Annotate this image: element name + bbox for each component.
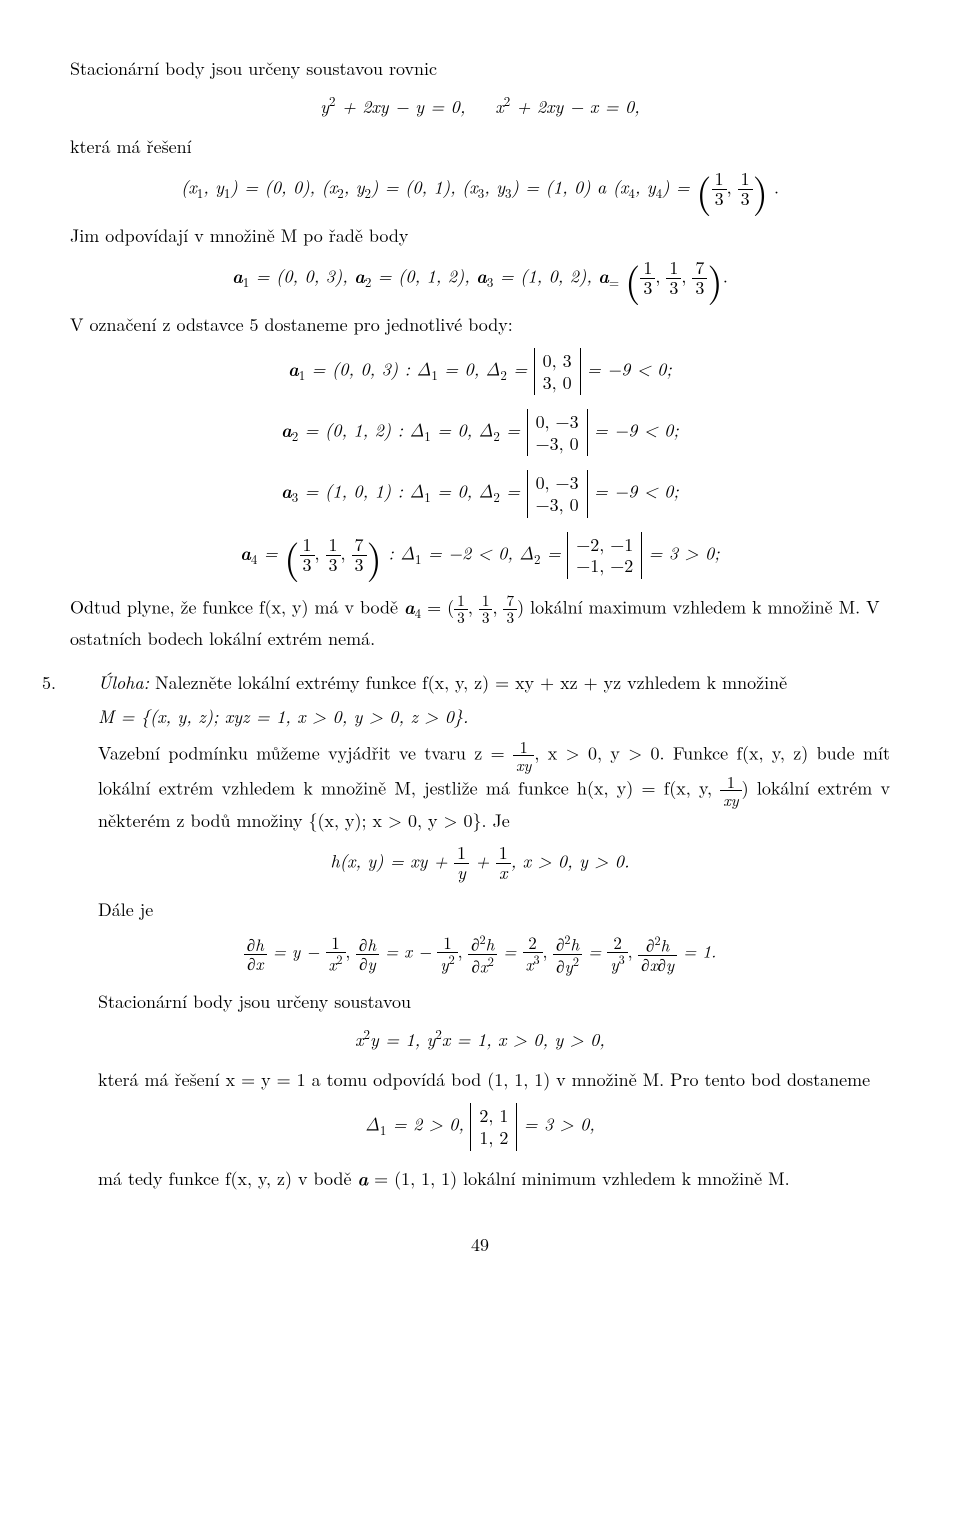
solutions-line: (x1, y1) = (0, 0), (x2, y2) = (0, 1), (x… bbox=[70, 170, 890, 209]
page-number: 49 bbox=[70, 1232, 890, 1258]
system-eq: y2 + 2xy − y = 0,x2 + 2xy − x = 0, bbox=[70, 92, 890, 120]
problem-5: 5.Úloha: Nalezněte lokální extrémy funkc… bbox=[98, 670, 890, 696]
problem-5-text: Vazební podmínku můžeme vyjádřit ve tvar… bbox=[98, 738, 890, 834]
ma-tedy: má tedy funkce f(x, y, z) v bodě a = (1,… bbox=[98, 1165, 890, 1192]
a-vectors: a1 = (0, 0, 3), a2 = (0, 1, 2), a3 = (1,… bbox=[70, 259, 890, 298]
det-a4: a4 = (13, 13, 73) : Δ1 = −2 < 0, Δ2 = −2… bbox=[70, 532, 890, 579]
ktera-reseni-2: která má řešení x = y = 1 a tomu odpovíd… bbox=[98, 1067, 890, 1093]
problem-5-M: M = {(x, y, z); xyz = 1, x > 0, y > 0, z… bbox=[98, 704, 890, 730]
ktera-reseni: která má řešení bbox=[70, 134, 890, 160]
stacionarni-body: Stacionární body jsou určeny soustavou bbox=[98, 989, 890, 1015]
jim-odpovidaji: Jim odpovídají v množině M po řadě body bbox=[70, 223, 890, 249]
odtud-plyne: Odtud plyne, že funkce f(x, y) má v bodě… bbox=[70, 593, 890, 652]
det-a1: a1 = (0, 0, 3) : Δ1 = 0, Δ2 = 0, 33, 0 =… bbox=[70, 348, 890, 395]
det-a3: a3 = (1, 0, 1) : Δ1 = 0, Δ2 = 0, −3−3, 0… bbox=[70, 470, 890, 517]
final-det: Δ1 = 2 > 0, 2, 11, 2 = 3 > 0, bbox=[70, 1103, 890, 1150]
stat-system: x2y = 1, y2x = 1, x > 0, y > 0, bbox=[70, 1025, 890, 1053]
det-a2: a2 = (0, 1, 2) : Δ1 = 0, Δ2 = 0, −3−3, 0… bbox=[70, 409, 890, 456]
dale-je: Dále je bbox=[98, 897, 890, 923]
partial-derivs: ∂h∂x = y − 1x2, ∂h∂y = x − 1y2, ∂2h∂x2 =… bbox=[70, 933, 890, 975]
v-oznaceni: V označení z odstavce 5 dostaneme pro je… bbox=[70, 312, 890, 338]
h-eq: h(x, y) = xy + 1y + 1x, x > 0, y > 0. bbox=[70, 844, 890, 883]
intro-line: Stacionární body jsou určeny soustavou r… bbox=[70, 56, 890, 82]
